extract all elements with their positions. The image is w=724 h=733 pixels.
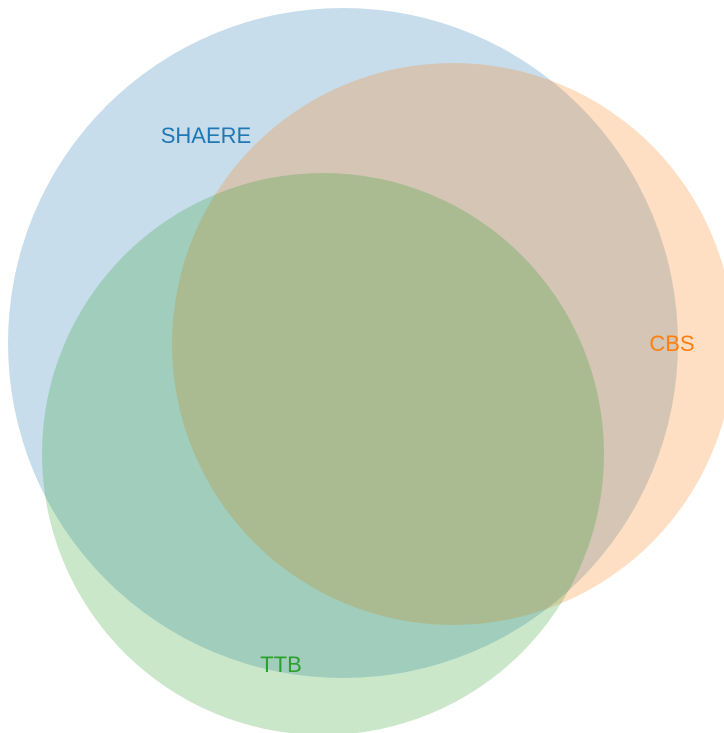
set-circle (42, 173, 604, 733)
set-circle (8, 8, 678, 678)
set-label: TTB (260, 652, 302, 677)
set-circle (172, 63, 724, 625)
set-label: CBS (649, 331, 694, 356)
set-circles (8, 8, 724, 733)
set-label: SHAERE (161, 123, 251, 148)
